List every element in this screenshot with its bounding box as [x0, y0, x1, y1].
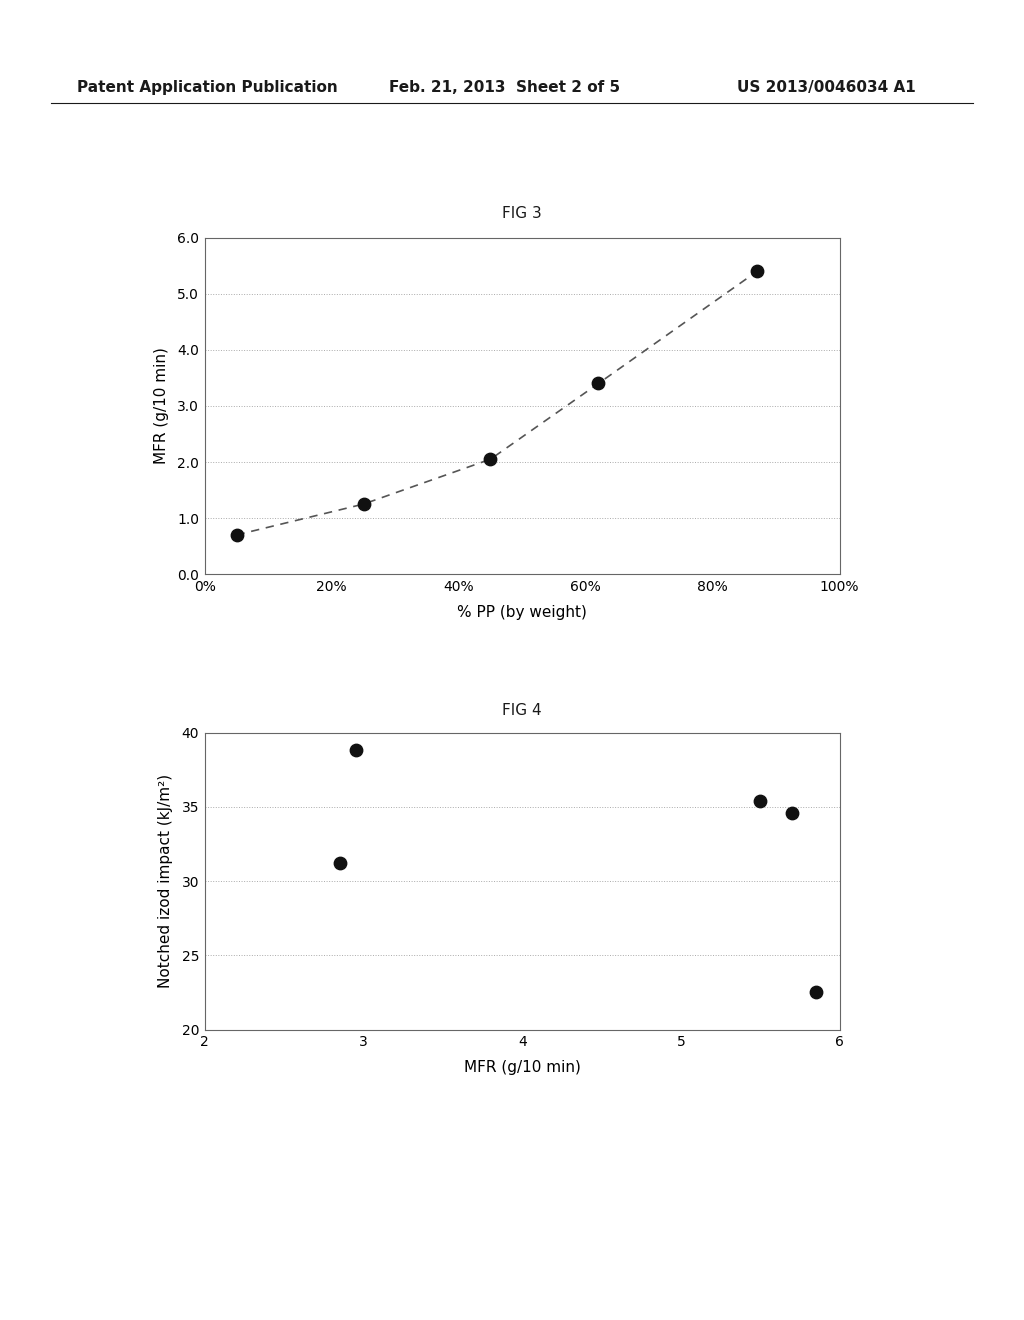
- X-axis label: % PP (by weight): % PP (by weight): [458, 605, 587, 620]
- Point: [355, 494, 372, 515]
- Text: FIG 3: FIG 3: [503, 206, 542, 222]
- Text: US 2013/0046034 A1: US 2013/0046034 A1: [737, 79, 916, 95]
- Y-axis label: MFR (g/10 min): MFR (g/10 min): [154, 347, 169, 465]
- Text: FIG 4: FIG 4: [503, 702, 542, 718]
- Point: [808, 982, 824, 1003]
- Point: [784, 803, 801, 824]
- Point: [749, 261, 765, 282]
- Text: Feb. 21, 2013  Sheet 2 of 5: Feb. 21, 2013 Sheet 2 of 5: [389, 79, 621, 95]
- Point: [347, 739, 364, 760]
- Point: [482, 449, 499, 470]
- Point: [590, 374, 606, 395]
- Y-axis label: Notched izod impact (kJ/m²): Notched izod impact (kJ/m²): [159, 774, 173, 989]
- Point: [228, 524, 245, 545]
- Point: [753, 791, 769, 812]
- X-axis label: MFR (g/10 min): MFR (g/10 min): [464, 1060, 581, 1076]
- Point: [332, 853, 348, 874]
- Text: Patent Application Publication: Patent Application Publication: [77, 79, 338, 95]
